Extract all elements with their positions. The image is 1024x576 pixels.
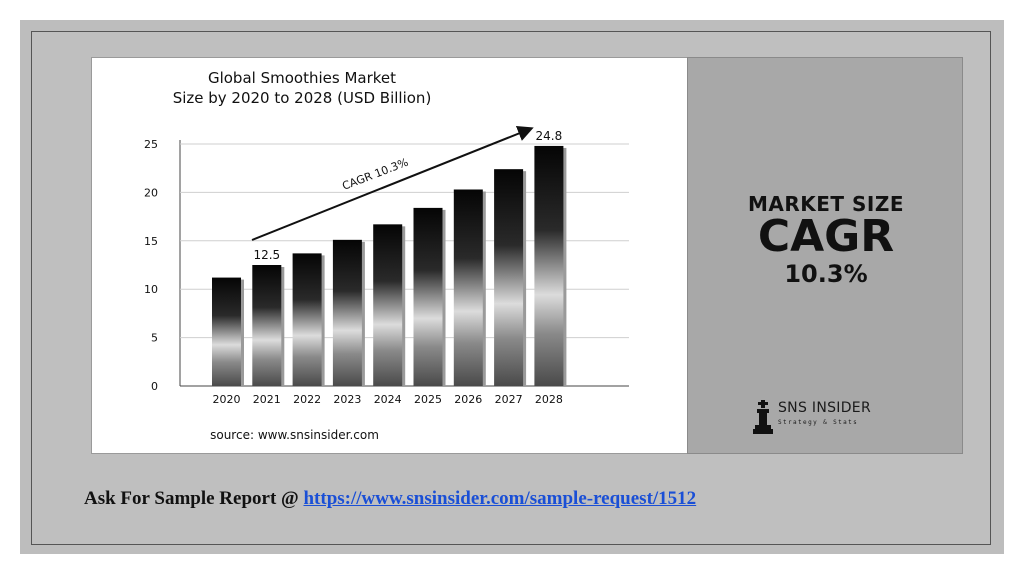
brand-block: SNS INSIDER Strategy & Stats [752,398,902,438]
market-size-label: MARKET SIZE [747,192,905,216]
bar [534,145,564,386]
chart-title: Global Smoothies Market Size by 2020 to … [92,68,512,108]
x-tick-label: 2027 [495,393,523,406]
footer-prefix: Ask For Sample Report @ [84,488,299,509]
x-tick-label: 2025 [414,393,442,406]
cagr-label: CAGR [757,211,895,262]
bar [252,265,282,386]
x-tick-label: 2020 [213,393,241,406]
x-tick-label: 2021 [253,393,281,406]
chart-panel: 0 5 10 15 20 25 2020 2021 2022 2023 2024 2025 2026 20… [91,57,688,454]
bar [292,253,322,386]
x-tick-label: 2028 [535,393,563,406]
cagr-arrow [251,126,534,241]
cagr-value: 10.3% [784,260,868,288]
y-tick-label: 15 [144,235,158,248]
bar [212,277,241,386]
brand-name: SNS INSIDER [778,400,871,416]
bar [373,224,403,386]
x-tick-label: 2024 [374,393,402,406]
y-tick-label: 25 [144,138,158,151]
y-tick-label: 10 [144,283,158,296]
y-tick-label: 20 [144,186,158,199]
footer-cta: Ask For Sample Report @ https://www.snsi… [84,488,964,510]
bar [332,239,362,386]
side-panel: MARKET SIZE CAGR 10.3% SNS INSIDER Strat… [687,57,963,454]
brand-tagline: Strategy & Stats [778,419,859,426]
cagr-annotation: CAGR 10.3% [340,156,410,193]
x-tick-label: 2022 [293,393,321,406]
sample-request-link[interactable]: https://www.snsinsider.com/sample-reques… [303,488,697,509]
y-tick-label: 0 [151,380,158,393]
y-tick-label: 5 [151,332,158,345]
bar [413,207,443,386]
data-label: 12.5 [253,248,280,262]
bar [453,189,483,386]
data-label: 24.8 [536,129,563,143]
x-tick-label: 2023 [333,393,361,406]
chart-title-line-1: Global Smoothies Market [207,69,397,87]
chess-king-logo-icon [753,400,773,434]
bar [494,169,524,386]
x-tick-label: 2026 [454,393,482,406]
chart-source: source: www.snsinsider.com [210,428,379,442]
chart-title-line-2: Size by 2020 to 2028 (USD Billion) [172,89,432,107]
